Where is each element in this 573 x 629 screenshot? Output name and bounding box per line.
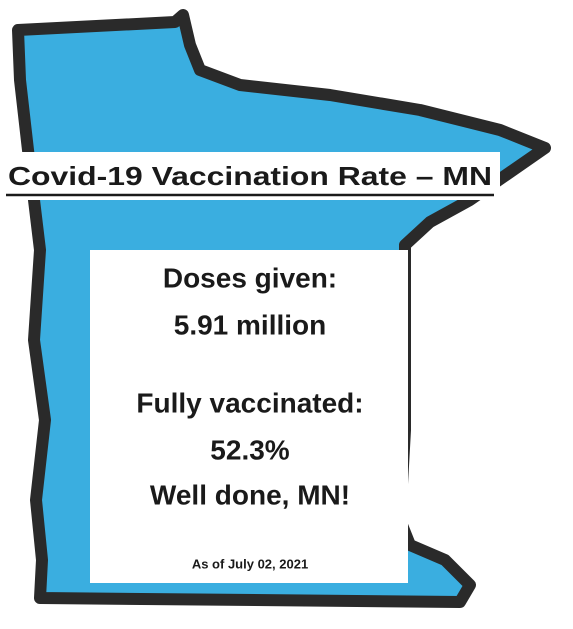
message: Well done, MN! bbox=[150, 479, 350, 510]
doses-label: Doses given: bbox=[163, 262, 337, 293]
content-box bbox=[90, 250, 408, 583]
date: As of July 02, 2021 bbox=[192, 556, 308, 571]
vaccinated-value: 52.3% bbox=[210, 434, 289, 465]
vaccinated-label: Fully vaccinated: bbox=[136, 387, 363, 418]
title-band bbox=[0, 152, 500, 200]
title: Covid-19 Vaccination Rate – MN bbox=[8, 161, 492, 191]
doses-value: 5.91 million bbox=[174, 309, 327, 340]
